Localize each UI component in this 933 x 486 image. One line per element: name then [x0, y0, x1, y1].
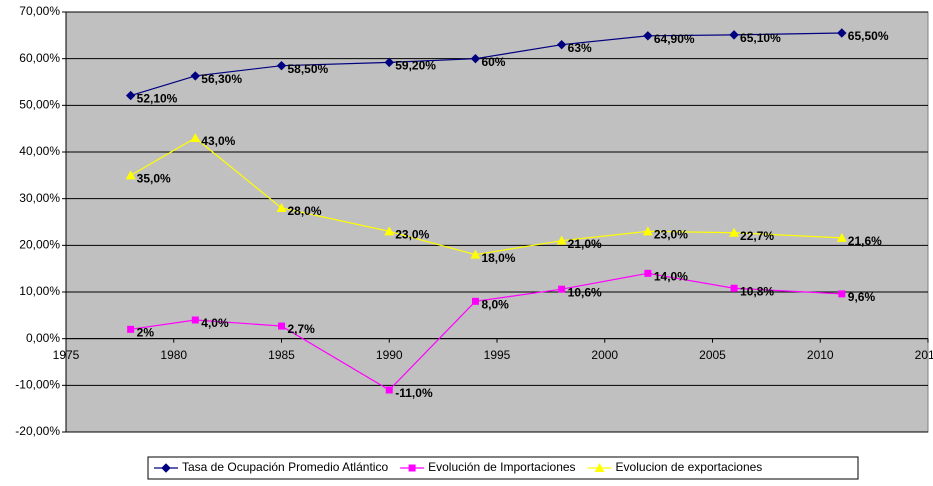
- data-point: [471, 297, 479, 305]
- value-label: 22,7%: [740, 229, 774, 243]
- value-label: 2,7%: [288, 322, 316, 336]
- x-tick-label: 1990: [376, 348, 403, 362]
- value-label: 8,0%: [481, 298, 509, 312]
- data-point: [278, 322, 285, 330]
- data-point: [385, 386, 393, 394]
- y-tick-label: 40,00%: [19, 144, 60, 158]
- value-label: 43,0%: [201, 134, 235, 148]
- x-tick-label: 2010: [807, 348, 834, 362]
- value-label: 58,50%: [288, 62, 329, 76]
- data-point: [729, 227, 740, 237]
- y-tick-label: 60,00%: [19, 51, 60, 65]
- value-label: 2%: [137, 326, 155, 340]
- value-label: 10,6%: [568, 285, 602, 299]
- value-label: 52,10%: [137, 92, 178, 106]
- value-label: 18,0%: [481, 251, 515, 265]
- data-point: [470, 249, 481, 259]
- value-label: 14,0%: [654, 270, 688, 284]
- y-tick-label: -10,00%: [15, 378, 60, 392]
- value-label: 4,0%: [201, 316, 229, 330]
- data-point: [556, 235, 567, 245]
- data-point: [190, 133, 201, 142]
- value-label: -11,0%: [395, 386, 433, 400]
- value-label: 63%: [568, 41, 592, 55]
- data-point: [558, 285, 566, 293]
- data-point: [837, 28, 847, 38]
- y-tick-label: -20,00%: [15, 424, 60, 438]
- legend-marker: [594, 463, 605, 472]
- data-point: [556, 39, 567, 50]
- value-label: 23,0%: [654, 228, 688, 242]
- x-tick-label: 1975: [53, 348, 80, 362]
- data-point: [276, 203, 287, 212]
- data-point: [730, 284, 738, 292]
- x-tick-label: 1980: [160, 348, 187, 362]
- y-tick-label: 10,00%: [19, 284, 60, 298]
- x-tick-label: 2000: [591, 348, 618, 362]
- data-point: [836, 232, 847, 242]
- data-point: [276, 60, 287, 71]
- value-label: 60%: [481, 55, 505, 69]
- x-tick-label: 1985: [268, 348, 295, 362]
- value-label: 64,90%: [654, 32, 695, 46]
- value-label: 65,50%: [848, 29, 889, 43]
- data-point: [643, 31, 653, 41]
- legend-label: Evolucion de exportaciones: [616, 460, 763, 474]
- data-point: [838, 290, 846, 298]
- legend-label: Evolución de Importaciones: [428, 460, 575, 474]
- legend-box: [147, 456, 859, 480]
- data-point: [191, 316, 199, 324]
- data-point: [125, 170, 136, 180]
- y-tick-label: 50,00%: [19, 98, 60, 112]
- data-point: [642, 226, 653, 236]
- x-tick-label: 1995: [484, 348, 511, 362]
- value-label: 65,10%: [740, 31, 781, 45]
- legend-label: Tasa de Ocupación Promedio Atlántico: [182, 460, 388, 474]
- data-point: [127, 325, 135, 333]
- y-tick-label: 0,00%: [26, 331, 60, 345]
- value-label: 23,0%: [395, 228, 429, 242]
- x-tick-label: 2005: [699, 348, 726, 362]
- value-label: 56,30%: [201, 72, 242, 86]
- value-label: 10,8%: [740, 284, 774, 298]
- y-tick-label: 30,00%: [19, 191, 60, 205]
- data-point: [384, 226, 395, 236]
- data-point: [644, 269, 652, 277]
- y-tick-label: 70,00%: [19, 4, 60, 18]
- legend-marker: [408, 464, 416, 472]
- data-point: [470, 53, 481, 64]
- value-label: 21,0%: [568, 237, 602, 251]
- legend-marker: [161, 463, 171, 473]
- value-label: 21,6%: [848, 234, 882, 248]
- value-label: 59,20%: [395, 59, 436, 73]
- value-label: 28,0%: [288, 204, 322, 218]
- data-point: [729, 30, 739, 40]
- plot-area: [65, 11, 929, 433]
- data-point: [125, 90, 136, 101]
- y-tick-label: 20,00%: [19, 238, 60, 252]
- value-label: 9,6%: [848, 290, 876, 304]
- value-label: 35,0%: [137, 172, 171, 186]
- data-point: [190, 71, 201, 81]
- data-point: [384, 57, 394, 68]
